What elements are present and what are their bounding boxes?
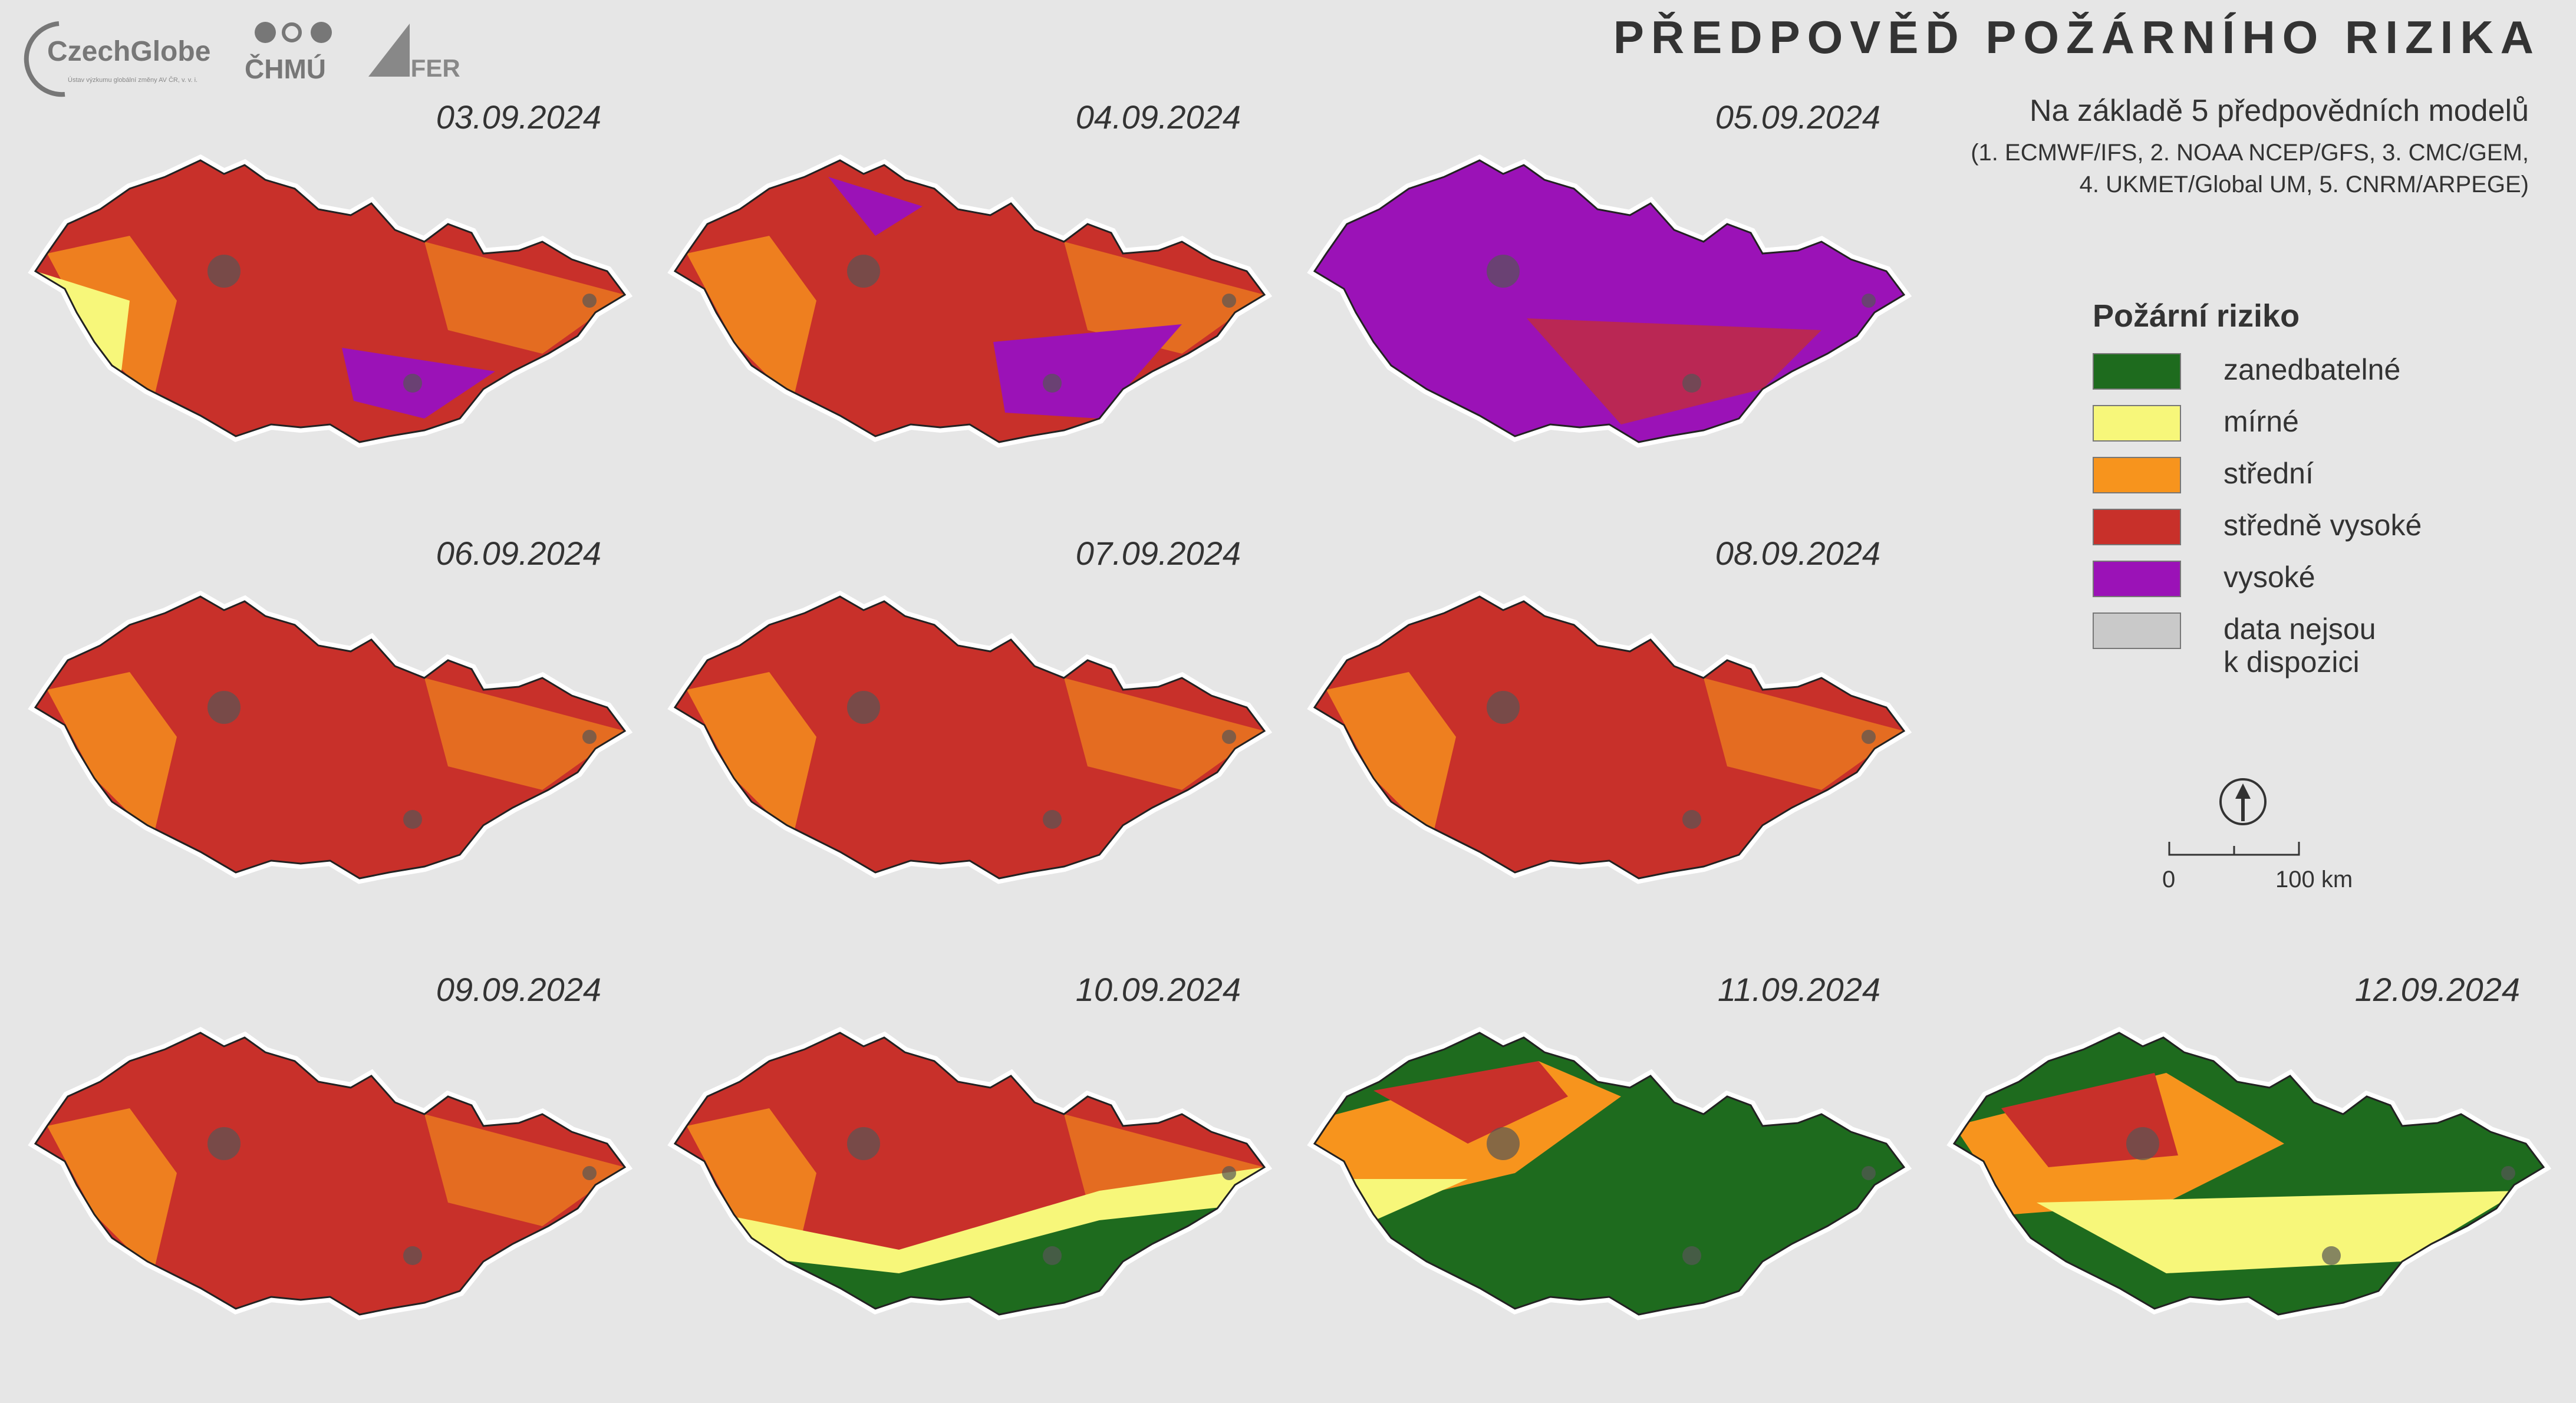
map-panel: 03.09.2024	[12, 94, 648, 531]
map-panel: 04.09.2024	[651, 94, 1288, 531]
legend-label: vysoké	[2223, 561, 2315, 594]
legend-item-zanedbatelne: zanedbatelné	[2093, 350, 2400, 401]
legend-swatch	[2093, 457, 2181, 493]
czech-map	[28, 1026, 633, 1320]
north-arrow	[2216, 775, 2269, 831]
legend-label-line-1: data nejsou	[2223, 612, 2376, 645]
czech-map	[667, 1026, 1273, 1320]
map-date: 06.09.2024	[436, 535, 601, 572]
czech-map	[667, 154, 1273, 448]
north-arrow-icon	[2219, 778, 2267, 825]
czechglobe-logo: CzechGlobe Ústav výzkumu globální změny …	[18, 12, 230, 100]
chmu-name: ČHMÚ	[245, 54, 326, 84]
legend-label: střední	[2223, 457, 2314, 490]
czech-map	[1307, 154, 1912, 448]
map-panel: 08.09.2024	[1291, 531, 1928, 967]
legend-item-no-data: data nejsou k dispozici	[2093, 609, 2376, 686]
czech-map	[1307, 1026, 1912, 1320]
legend-swatch	[2093, 561, 2181, 597]
czech-map	[28, 154, 633, 448]
legend-item-stredne-vysoke: středně vysoké	[2093, 505, 2422, 557]
models-text: (1. ECMWF/IFS, 2. NOAA NCEP/GFS, 3. CMC/…	[1971, 137, 2529, 200]
map-panel: 05.09.2024	[1291, 94, 1928, 531]
czech-map	[28, 590, 633, 884]
legend-item-vysoke: vysoké	[2093, 557, 2315, 609]
legend-item-mirne: mírné	[2093, 401, 2300, 453]
czech-map	[1307, 590, 1912, 884]
map-date: 09.09.2024	[436, 971, 601, 1008]
map-date: 05.09.2024	[1715, 98, 1880, 136]
legend-label: data nejsou k dispozici	[2223, 612, 2376, 679]
czech-map	[1946, 1026, 2552, 1320]
czechglobe-name: CzechGlobe	[47, 36, 211, 67]
scale-bar-graphic	[2168, 842, 2300, 856]
legend-swatch	[2093, 353, 2181, 390]
legend-label-line-2: k dispozici	[2223, 645, 2360, 679]
models-line-2: 4. UKMET/Global UM, 5. CNRM/ARPEGE)	[2079, 172, 2529, 197]
map-panel: 10.09.2024	[651, 967, 1288, 1403]
czechglobe-subtext: Ústav výzkumu globální změny AV ČR, v. v…	[68, 77, 198, 84]
map-panel: 11.09.2024	[1291, 967, 1928, 1403]
chmu-symbol-icon	[255, 22, 332, 43]
map-panel: 06.09.2024	[12, 531, 648, 967]
chmu-logo: ČHMÚ	[242, 18, 342, 88]
legend-label: zanedbatelné	[2223, 353, 2401, 386]
legend-swatch	[2093, 509, 2181, 545]
map-date: 08.09.2024	[1715, 535, 1880, 572]
legend-swatch	[2093, 405, 2181, 442]
page-subtitle: Na základě 5 předpovědních modelů	[2029, 94, 2529, 128]
map-date: 12.09.2024	[2354, 971, 2520, 1008]
czech-map	[667, 590, 1273, 884]
map-date: 07.09.2024	[1075, 535, 1241, 572]
map-panel: 09.09.2024	[12, 967, 648, 1403]
scale-bar: 0 100 km	[2157, 837, 2353, 892]
legend-swatch	[2093, 612, 2181, 649]
ifer-logo: IFER	[363, 18, 463, 88]
page-title: PŘEDPOVĚĎ POŽÁRNÍHO RIZIKA	[1613, 11, 2541, 63]
map-date: 04.09.2024	[1075, 98, 1241, 136]
legend-label: středně vysoké	[2223, 509, 2422, 542]
scale-end-label: 100 km	[2275, 867, 2353, 892]
legend-item-stredni: střední	[2093, 453, 2314, 505]
legend: Požární riziko zanedbatelné mírné středn…	[2093, 298, 2422, 686]
ifer-name: IFER	[404, 54, 460, 82]
models-line-1: (1. ECMWF/IFS, 2. NOAA NCEP/GFS, 3. CMC/…	[1971, 140, 2529, 166]
map-date: 03.09.2024	[436, 98, 601, 136]
map-date: 10.09.2024	[1075, 971, 1241, 1008]
map-panel: 07.09.2024	[651, 531, 1288, 967]
ifer-symbol-icon	[368, 24, 410, 77]
legend-title: Požární riziko	[2093, 298, 2300, 334]
map-date: 11.09.2024	[1717, 971, 1880, 1008]
scale-zero-label: 0	[2162, 867, 2176, 892]
map-panel: 12.09.2024	[1931, 967, 2567, 1403]
legend-label: mírné	[2223, 405, 2299, 438]
czechglobe-arc-icon	[24, 21, 65, 97]
